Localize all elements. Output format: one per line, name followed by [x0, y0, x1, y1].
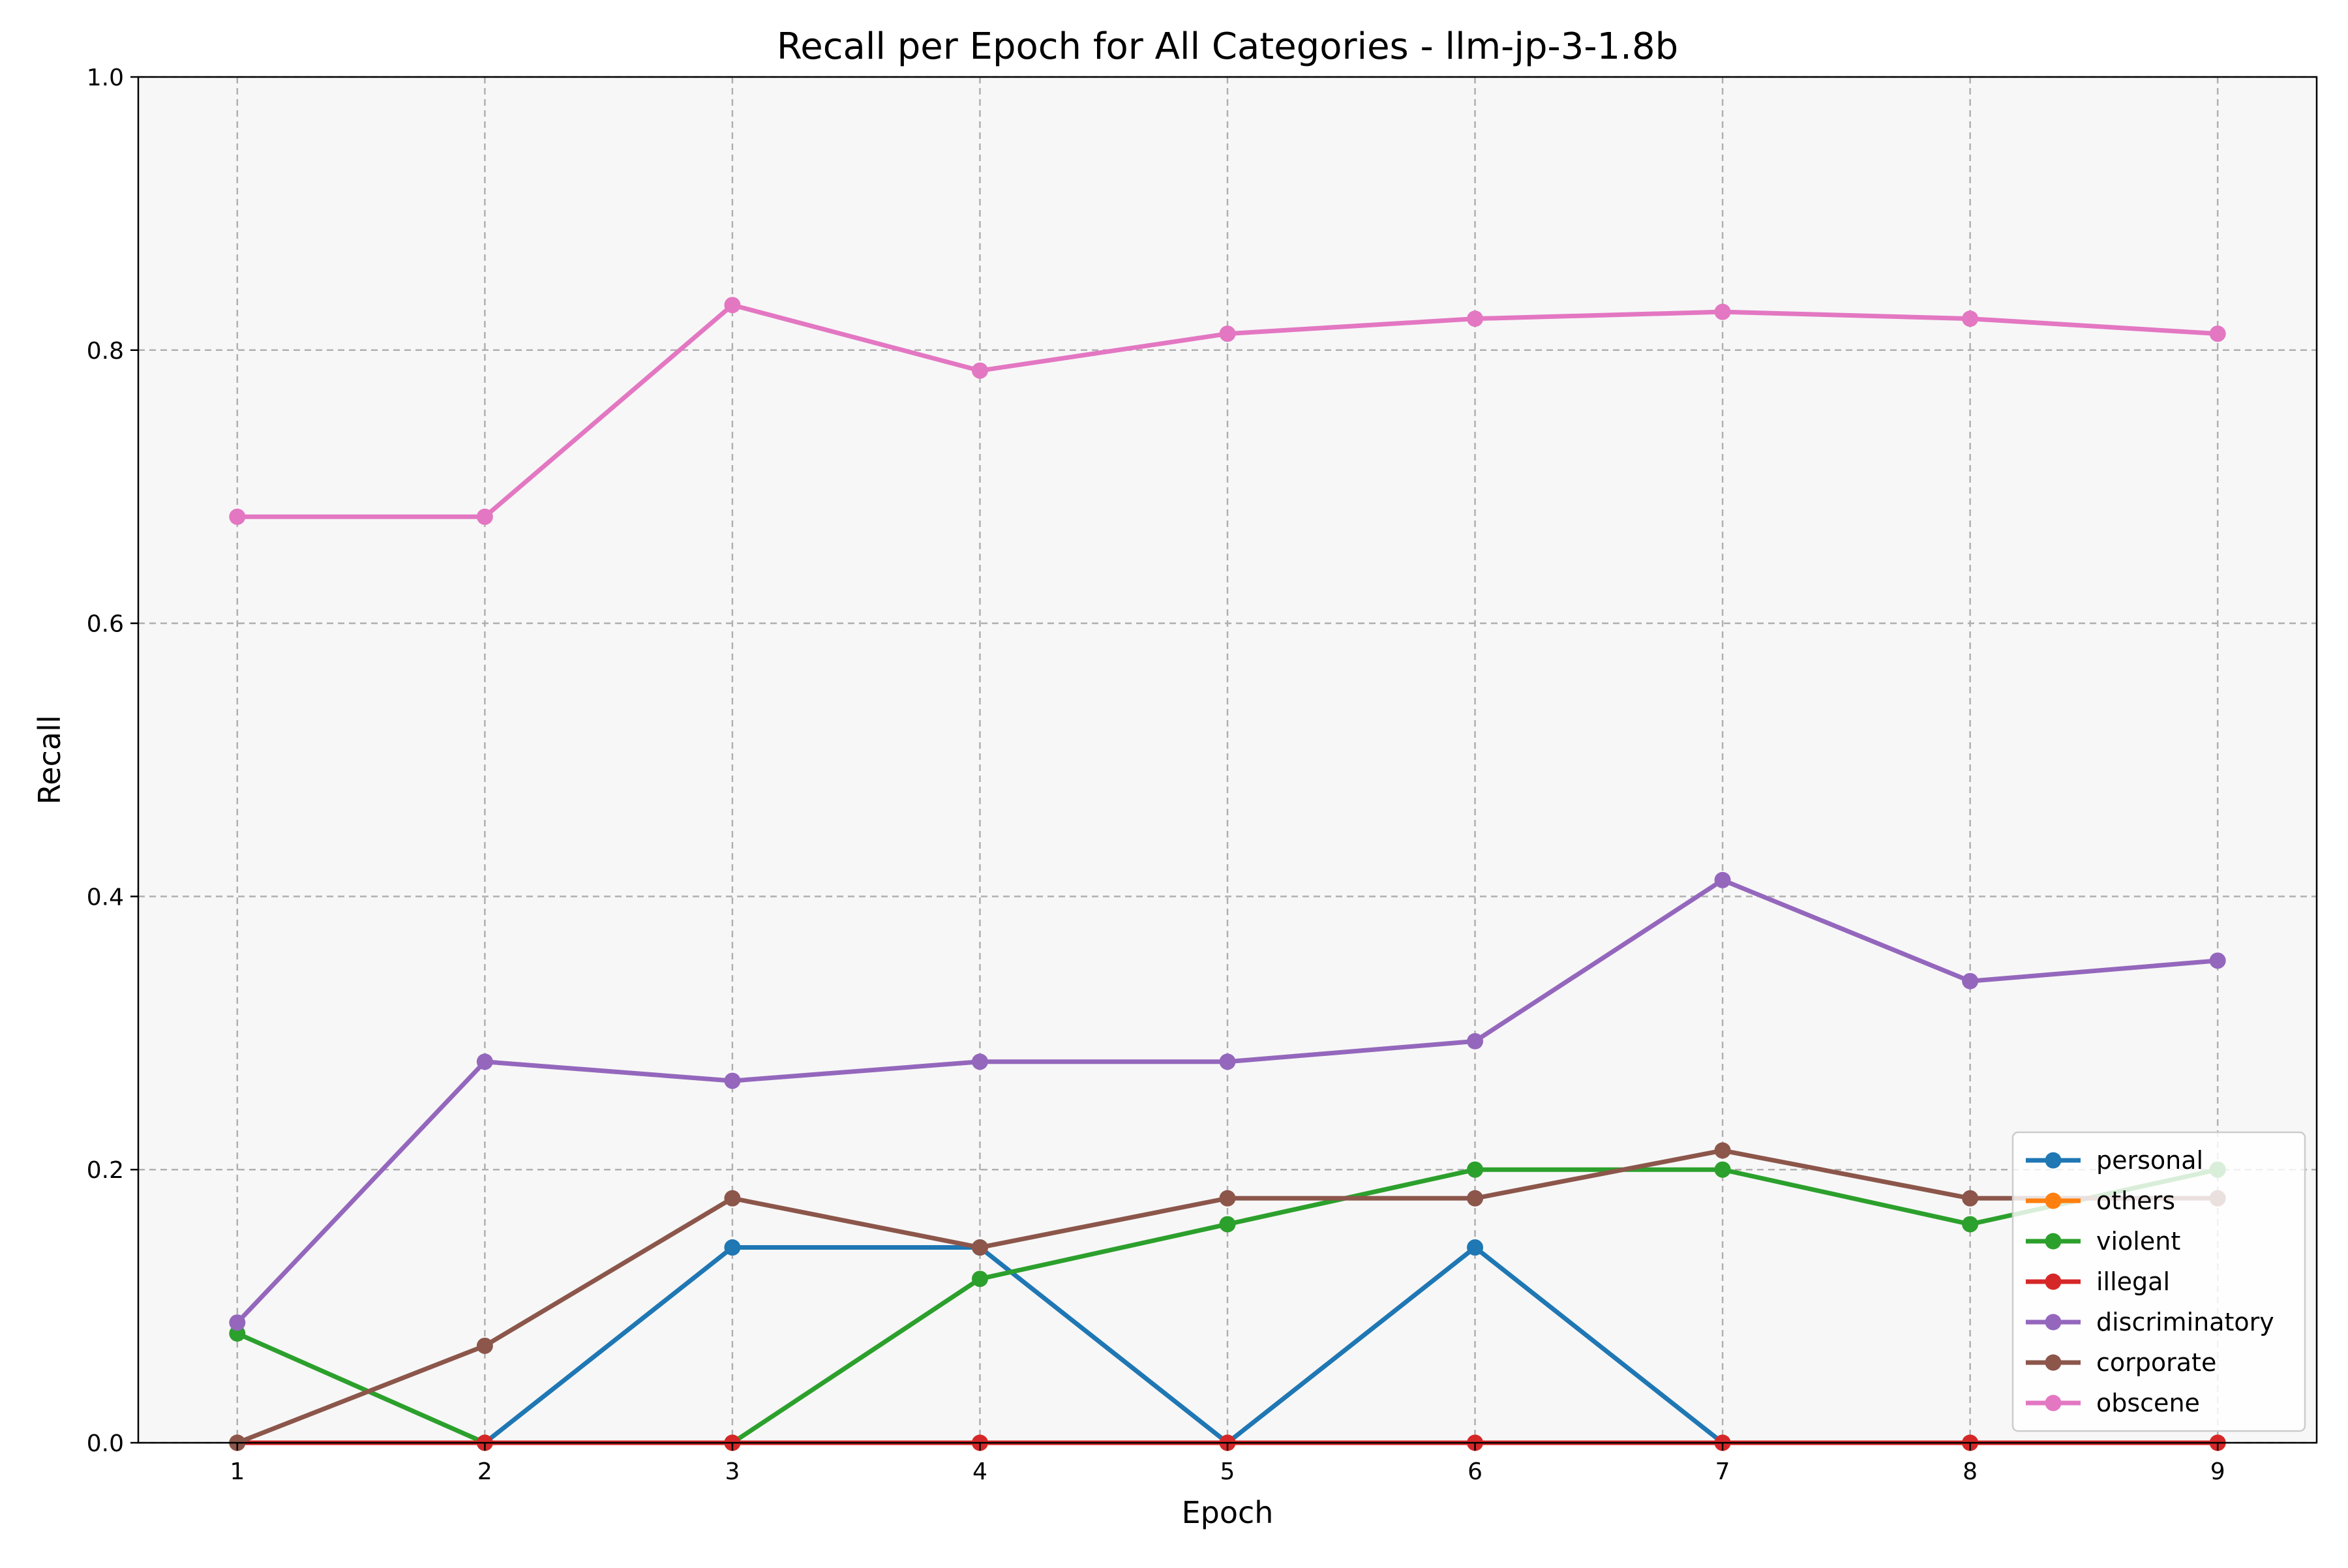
legend-item-illegal: illegal [2026, 1267, 2170, 1296]
x-tick-label: 9 [2210, 1458, 2225, 1485]
data-point-corporate [1714, 1142, 1731, 1159]
legend-label: illegal [2096, 1267, 2170, 1296]
x-tick-label: 6 [1468, 1458, 1483, 1485]
data-point-obscene [2209, 325, 2226, 342]
data-point-corporate [1219, 1190, 1236, 1207]
x-tick-label: 7 [1715, 1458, 1730, 1485]
x-tick-label: 4 [972, 1458, 987, 1485]
data-point-discriminatory [1219, 1053, 1236, 1070]
legend-label: corporate [2096, 1348, 2216, 1377]
x-tick-label: 5 [1220, 1458, 1235, 1485]
data-point-violent [1467, 1161, 1484, 1178]
legend-swatch-marker [2045, 1314, 2062, 1331]
data-point-discriminatory [476, 1053, 493, 1070]
legend-swatch-marker [2045, 1233, 2062, 1250]
data-point-violent [971, 1271, 988, 1288]
data-point-violent [1962, 1216, 1979, 1233]
legend-label: others [2096, 1186, 2175, 1215]
data-point-obscene [1219, 325, 1236, 342]
x-tick-label: 3 [725, 1458, 740, 1485]
data-point-discriminatory [724, 1072, 741, 1089]
legend-label: obscene [2096, 1389, 2200, 1417]
x-axis-title: Epoch [1182, 1495, 1274, 1530]
data-point-personal [724, 1239, 741, 1256]
chart-title: Recall per Epoch for All Categories - ll… [777, 25, 1678, 68]
legend-swatch-marker [2045, 1395, 2062, 1411]
data-point-obscene [1714, 303, 1731, 320]
data-point-corporate [724, 1190, 741, 1207]
series-corporate [229, 1142, 2226, 1451]
legend-swatch-marker [2045, 1192, 2062, 1209]
data-point-corporate [971, 1239, 988, 1256]
x-tick-label: 1 [230, 1458, 245, 1485]
y-tick-label: 0.0 [87, 1430, 124, 1457]
data-point-obscene [476, 508, 493, 525]
y-tick-label: 0.2 [87, 1157, 124, 1184]
data-point-discriminatory [229, 1314, 246, 1331]
legend-item-discriminatory: discriminatory [2026, 1308, 2274, 1336]
x-tick-label: 8 [1963, 1458, 1978, 1485]
legend-box [2011, 1131, 2306, 1432]
data-point-corporate [476, 1337, 493, 1354]
data-point-discriminatory [1467, 1033, 1484, 1049]
series-obscene [229, 297, 2226, 525]
y-tick-label: 0.4 [87, 884, 124, 911]
y-tick-label: 0.8 [87, 338, 124, 365]
y-tick-label: 1.0 [87, 65, 124, 91]
legend-swatch-marker [2045, 1273, 2062, 1290]
data-point-obscene [1962, 310, 1979, 327]
legend-label: discriminatory [2096, 1308, 2274, 1336]
data-point-discriminatory [1962, 972, 1979, 989]
data-point-violent [1219, 1216, 1236, 1233]
data-point-discriminatory [971, 1053, 988, 1070]
data-point-obscene [971, 362, 988, 379]
x-tick-label: 2 [477, 1458, 492, 1485]
legend-label: violent [2096, 1227, 2180, 1256]
legend-swatch-marker [2045, 1354, 2062, 1371]
data-point-obscene [1467, 310, 1484, 327]
data-point-corporate [1962, 1190, 1979, 1207]
legend-item-obscene: obscene [2026, 1389, 2200, 1417]
axis-ticks: 1 2 3 4 5 6 7 8 9 0.0 0.2 0.4 0.6 0.8 1.0 [87, 65, 2225, 1485]
legend-item-personal: personal [2026, 1146, 2203, 1175]
y-axis-title: Recall [32, 715, 67, 804]
legend-item-others: others [2026, 1186, 2175, 1215]
data-point-violent [1714, 1161, 1731, 1178]
legend-item-corporate: corporate [2026, 1348, 2216, 1377]
legend-swatch-marker [2045, 1152, 2062, 1169]
legend-item-violent: violent [2026, 1227, 2180, 1256]
y-tick-label: 0.6 [87, 611, 124, 638]
data-point-obscene [229, 508, 246, 525]
legend-label: personal [2096, 1146, 2203, 1175]
series-discriminatory [229, 871, 2226, 1331]
data-point-obscene [724, 297, 741, 314]
data-point-personal [1467, 1239, 1484, 1256]
data-point-discriminatory [1714, 871, 1731, 888]
data-point-corporate [1467, 1190, 1484, 1207]
legend: personal others violent illegal discriminato… [2011, 1131, 2306, 1432]
data-point-discriminatory [2209, 952, 2226, 969]
